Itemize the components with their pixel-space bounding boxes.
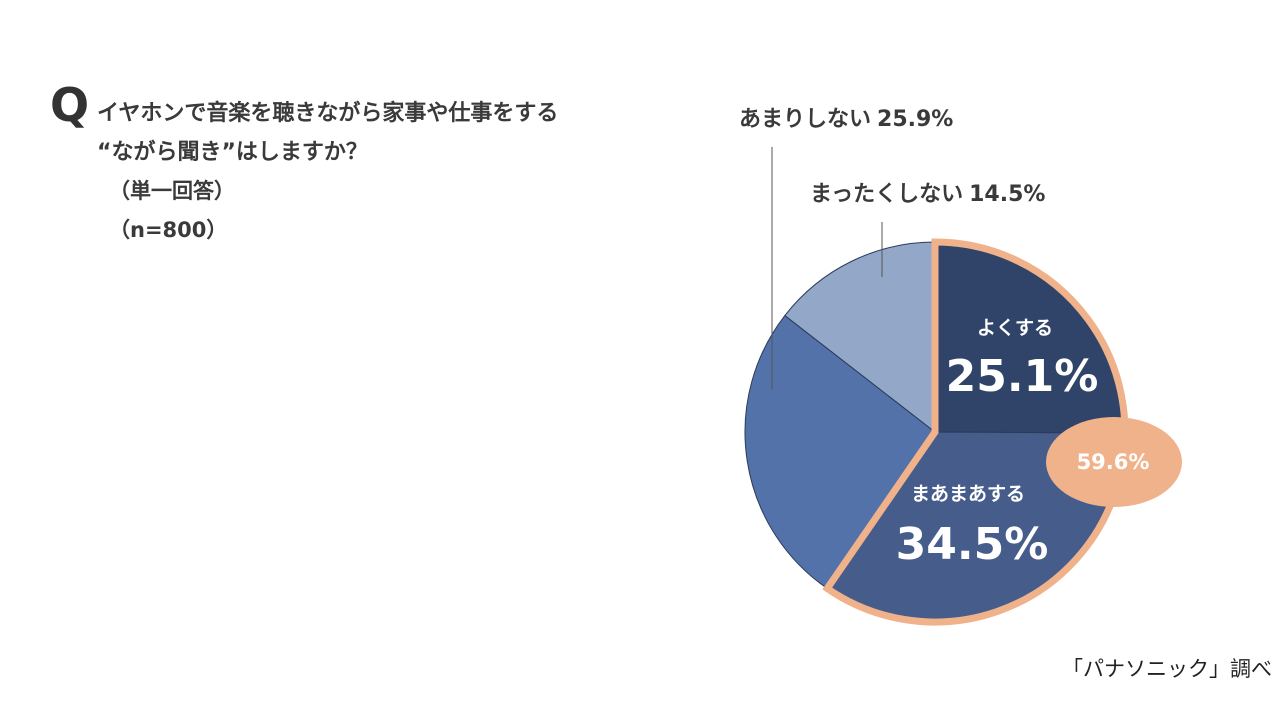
pie-slice-never	[784, 241, 936, 434]
label-never-value: 14.5%	[969, 182, 1045, 207]
label-never: まったくしない 14.5%	[810, 182, 1045, 207]
question-line-2: “ながら聞き”はしますか？	[97, 140, 368, 165]
label-seldom-value: 25.9%	[877, 107, 953, 132]
label-sometimes-value: 34.5%	[896, 519, 1049, 570]
pie-slice-seldom	[744, 314, 936, 590]
label-seldom-name: あまりしない	[739, 107, 871, 132]
question-mark: Q	[50, 78, 90, 132]
question-text: イヤホンで音楽を聴きながら家事や仕事をする “ながら聞き”はしますか？ （単一回…	[97, 103, 558, 241]
highlight-badge-value: 59.6%	[1077, 450, 1150, 474]
highlight-badge	[1046, 417, 1182, 507]
label-sometimes-name: まあまあする	[911, 483, 1025, 505]
sample-size: （n=800）	[109, 218, 228, 242]
pie-slices	[744, 241, 1126, 623]
source-note: 「パナソニック」調べ	[1062, 657, 1272, 681]
label-often-value: 25.1%	[946, 351, 1099, 402]
answer-type: （単一回答）	[109, 179, 235, 203]
label-often-name: よくする	[977, 317, 1053, 339]
label-seldom: あまりしない 25.9%	[739, 107, 953, 132]
question-line-1: イヤホンで音楽を聴きながら家事や仕事をする	[97, 101, 559, 126]
label-never-name: まったくしない	[810, 182, 963, 207]
